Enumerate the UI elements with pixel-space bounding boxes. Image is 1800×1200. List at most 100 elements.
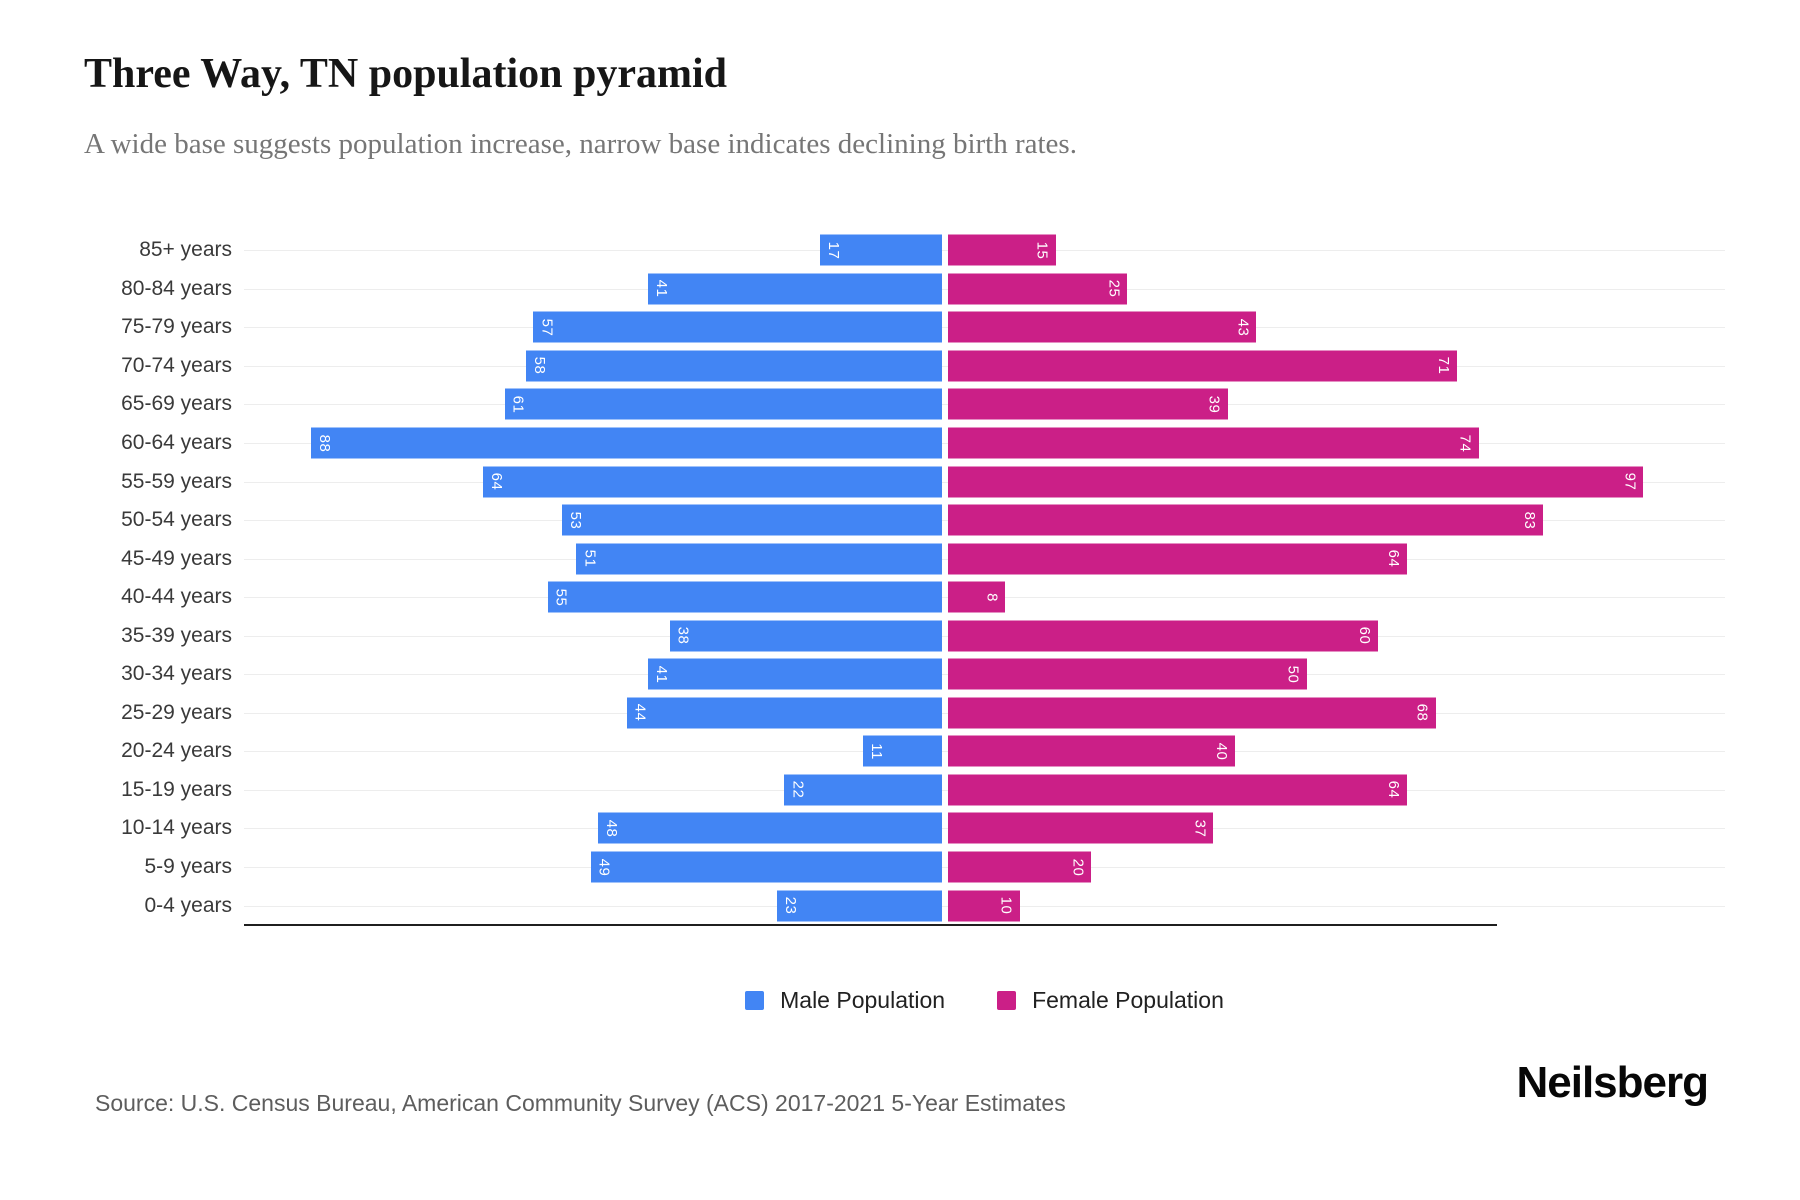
male-bar[interactable]: 49: [590, 851, 942, 883]
age-group-label: 30-34 years: [121, 662, 232, 686]
pyramid-row: 5-9 years 49 20: [40, 848, 1725, 887]
female-bar[interactable]: 25: [948, 273, 1128, 305]
row-track: 23 10: [244, 886, 1725, 925]
bar-value-label: 97: [1621, 472, 1639, 491]
female-bar[interactable]: 10: [948, 890, 1020, 922]
female-bar[interactable]: 20: [948, 851, 1092, 883]
row-track: 49 20: [244, 848, 1725, 887]
female-bar[interactable]: 64: [948, 774, 1407, 806]
female-bar[interactable]: 71: [948, 350, 1458, 382]
age-group-label: 15-19 years: [121, 777, 232, 801]
male-bar[interactable]: 38: [669, 620, 942, 652]
pyramid-row: 70-74 years 58 71: [40, 347, 1725, 386]
female-bar[interactable]: 97: [948, 466, 1644, 498]
female-bar[interactable]: 37: [948, 812, 1214, 844]
bar-value-label: 23: [782, 896, 800, 915]
legend-item-male[interactable]: Male Population: [745, 987, 945, 1014]
female-bar[interactable]: 60: [948, 620, 1379, 652]
bar-value-label: 41: [653, 665, 671, 684]
legend-item-female[interactable]: Female Population: [997, 987, 1224, 1014]
row-track: 17 15: [244, 231, 1725, 270]
row-track: 44 68: [244, 694, 1725, 733]
bar-value-label: 83: [1521, 511, 1539, 529]
row-track: 22 64: [244, 771, 1725, 810]
female-bar[interactable]: 8: [948, 581, 1006, 613]
pyramid-row: 0-4 years 23 10: [40, 886, 1725, 925]
female-bar[interactable]: 43: [948, 311, 1257, 343]
bar-value-label: 40: [1212, 742, 1230, 761]
bar-value-label: 50: [1284, 665, 1302, 684]
bar-value-label: 11: [868, 743, 886, 760]
bar-value-label: 64: [488, 472, 506, 491]
row-track: 41 25: [244, 270, 1725, 309]
row-track: 88 74: [244, 424, 1725, 463]
age-group-label: 75-79 years: [121, 315, 232, 339]
bar-value-label: 8: [983, 592, 1001, 602]
row-track: 55 8: [244, 578, 1725, 617]
male-bar[interactable]: 41: [648, 273, 942, 305]
bar-value-label: 71: [1435, 357, 1453, 375]
male-bar[interactable]: 17: [820, 234, 942, 266]
bar-value-label: 15: [1033, 241, 1051, 260]
row-track: 51 64: [244, 539, 1725, 578]
male-bar[interactable]: 44: [626, 697, 942, 729]
bar-value-label: 60: [1356, 626, 1374, 645]
female-bar[interactable]: 39: [948, 388, 1228, 420]
bar-value-label: 57: [538, 318, 556, 337]
bar-value-label: 88: [316, 434, 334, 452]
pyramid-row: 10-14 years 48 37: [40, 809, 1725, 848]
legend-label-female: Female Population: [1032, 986, 1224, 1013]
bar-value-label: 20: [1069, 858, 1087, 876]
bar-value-label: 39: [1205, 395, 1223, 414]
bar-value-label: 38: [674, 626, 692, 645]
male-bar[interactable]: 64: [483, 466, 942, 498]
source-note: Source: U.S. Census Bureau, American Com…: [95, 1090, 1066, 1116]
male-bar[interactable]: 53: [562, 504, 942, 536]
female-bar[interactable]: 64: [948, 543, 1407, 575]
age-group-label: 70-74 years: [121, 353, 232, 377]
row-track: 64 97: [244, 462, 1725, 501]
female-bar[interactable]: 15: [948, 234, 1056, 266]
row-track: 53 83: [244, 501, 1725, 540]
male-bar[interactable]: 55: [547, 581, 942, 613]
male-bar[interactable]: 23: [777, 890, 942, 922]
row-track: 48 37: [244, 809, 1725, 848]
row-track: 57 43: [244, 308, 1725, 347]
male-bar[interactable]: 51: [576, 543, 942, 575]
male-bar[interactable]: 11: [863, 735, 942, 767]
row-track: 58 71: [244, 347, 1725, 386]
male-bar[interactable]: 88: [311, 427, 942, 459]
female-bar[interactable]: 74: [948, 427, 1479, 459]
age-group-label: 80-84 years: [121, 276, 232, 300]
pyramid-row: 55-59 years 64 97: [40, 462, 1725, 501]
bar-value-label: 10: [997, 896, 1015, 915]
age-group-label: 0-4 years: [144, 893, 232, 917]
bar-value-label: 22: [789, 781, 807, 799]
pyramid-row: 20-24 years 11 40: [40, 732, 1725, 771]
age-group-label: 20-24 years: [121, 739, 232, 763]
age-group-label: 50-54 years: [121, 508, 232, 532]
brand-logo: Neilsberg: [1516, 1058, 1709, 1107]
male-bar[interactable]: 22: [784, 774, 942, 806]
pyramid-row: 35-39 years 38 60: [40, 616, 1725, 655]
male-bar[interactable]: 61: [504, 388, 942, 420]
male-bar[interactable]: 41: [648, 658, 942, 690]
row-track: 11 40: [244, 732, 1725, 771]
age-group-label: 65-69 years: [121, 392, 232, 416]
age-group-label: 35-39 years: [121, 623, 232, 647]
female-bar[interactable]: 68: [948, 697, 1436, 729]
male-bar[interactable]: 48: [597, 812, 942, 844]
female-swatch-icon: [997, 990, 1017, 1010]
pyramid-row: 65-69 years 61 39: [40, 385, 1725, 424]
female-bar[interactable]: 50: [948, 658, 1307, 690]
male-bar[interactable]: 57: [533, 311, 942, 343]
pyramid-row: 75-79 years 57 43: [40, 308, 1725, 347]
row-track: 38 60: [244, 616, 1725, 655]
bar-value-label: 55: [552, 588, 570, 607]
chart-legend: Male Population Female Population: [244, 982, 1725, 1018]
pyramid-row: 30-34 years 41 50: [40, 655, 1725, 694]
female-bar[interactable]: 40: [948, 735, 1235, 767]
female-bar[interactable]: 83: [948, 504, 1544, 536]
male-bar[interactable]: 58: [526, 350, 942, 382]
